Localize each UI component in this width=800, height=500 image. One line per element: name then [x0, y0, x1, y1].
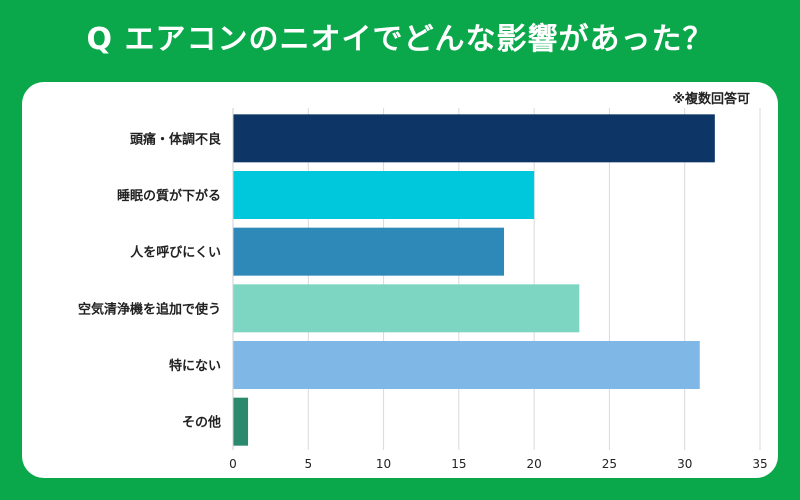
x-tick-label-0: 0 [229, 457, 237, 471]
bar-5 [233, 397, 249, 446]
bar-0 [233, 114, 715, 163]
category-label-0: 頭痛・体調不良 [130, 131, 221, 147]
bar-2 [233, 227, 505, 276]
x-tick-label-15: 15 [451, 457, 466, 471]
category-label-5: その他 [182, 415, 221, 431]
category-label-3: 空気清浄機を追加で使う [78, 301, 221, 317]
x-tick-label-10: 10 [376, 457, 391, 471]
bar-4 [233, 341, 700, 389]
category-label-1: 睡眠の質が下がる [117, 188, 221, 204]
x-tick-label-25: 25 [602, 457, 617, 471]
bar-1 [233, 171, 535, 219]
chart-card: ※複数回答可 頭痛・体調不良睡眠の質が下がる人を呼びにくい空気清浄機を追加で使う… [22, 82, 778, 478]
category-label-2: 人を呼びにくい [130, 245, 221, 261]
bar-3 [233, 284, 580, 333]
x-tick-label-30: 30 [677, 457, 692, 471]
x-tick-label-5: 5 [304, 457, 312, 471]
page-title: Q エアコンのニオイでどんな影響があった？ [86, 22, 714, 57]
category-label-4: 特にない [169, 358, 221, 374]
x-tick-label-35: 35 [752, 457, 767, 471]
x-tick-label-20: 20 [527, 457, 542, 471]
multiple-answer-note: ※複数回答可 [672, 92, 750, 107]
bar-chart: 頭痛・体調不良睡眠の質が下がる人を呼びにくい空気清浄機を追加で使う特にないその他… [78, 108, 768, 471]
